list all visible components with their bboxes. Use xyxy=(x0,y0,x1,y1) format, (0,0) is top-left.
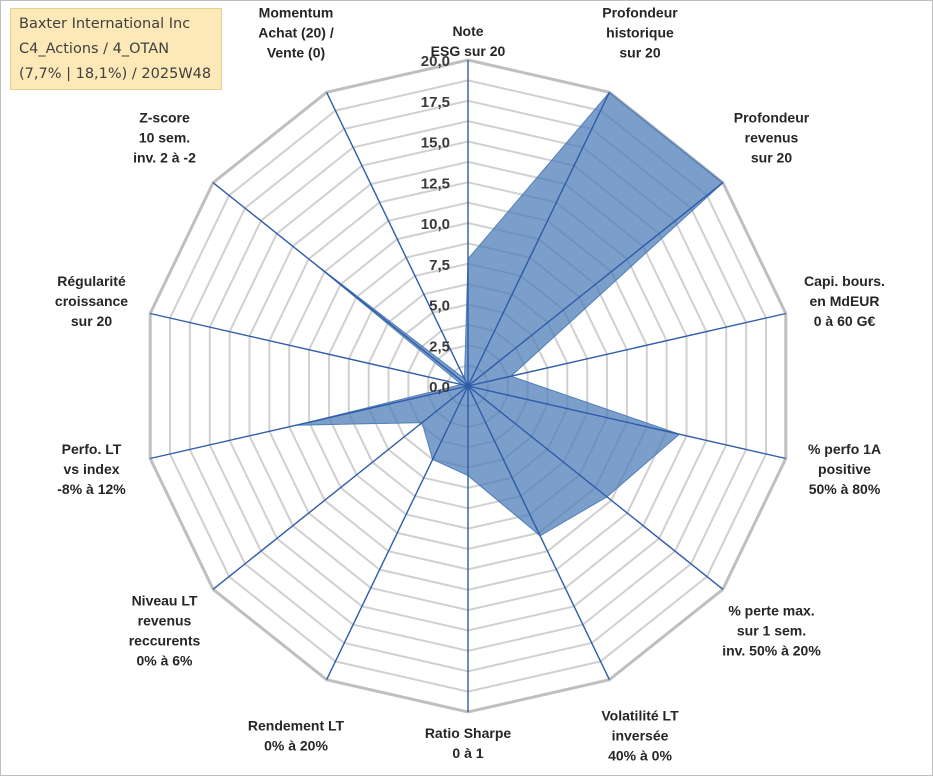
axis-spoke-9 xyxy=(212,385,469,590)
axis-label-6: Volatilité LT inversée 40% à 0% xyxy=(601,708,679,764)
tick-label: 0,0 xyxy=(429,379,450,396)
axis-label-11: Régularité croissance sur 20 xyxy=(55,273,128,329)
axis-label-8: Rendement LT 0% à 20% xyxy=(248,718,345,754)
axis-label-line: Rendement LT xyxy=(248,718,345,734)
series-area xyxy=(296,91,724,537)
axis-label-10: Perfo. LT vs index -8% à 12% xyxy=(57,441,126,497)
axis-spoke-3 xyxy=(467,312,786,387)
axis-label-line: % perte max. xyxy=(728,603,814,619)
axis-label-line: Momentum xyxy=(259,4,334,20)
axis-label-line: ESG sur 20 xyxy=(431,43,506,59)
tick-label: 2,5 xyxy=(429,338,450,355)
axis-label-line: sur 20 xyxy=(751,149,792,165)
axis-label-line: revenus xyxy=(138,613,192,629)
axis-label-line: inv. 2 à -2 xyxy=(133,149,196,165)
axis-label-line: Vente (0) xyxy=(267,44,325,60)
axis-spoke-5 xyxy=(467,385,724,590)
axis-label-line: % perfo 1A xyxy=(808,441,881,457)
axis-label-12: Z-score 10 sem. inv. 2 à -2 xyxy=(133,109,196,165)
axis-spoke-12 xyxy=(212,182,469,387)
axis-label-line: 50% à 80% xyxy=(809,481,881,497)
axis-spoke-8 xyxy=(325,385,469,681)
axis-label-3: Capi. bours. en MdEUR 0 à 60 G€ xyxy=(804,273,885,329)
info-line-portfolio: C4_Actions / 4_OTAN xyxy=(19,41,170,57)
axis-label-line: 0 à 1 xyxy=(452,745,483,761)
tick-label: 15,0 xyxy=(421,135,450,152)
info-box: Baxter International Inc C4_Actions / 4_… xyxy=(10,8,222,90)
axis-label-line: Profondeur xyxy=(602,4,678,20)
tick-label: 12,5 xyxy=(421,175,450,192)
axis-label-line: en MdEUR xyxy=(810,293,880,309)
axis-label-line: Régularité xyxy=(57,273,126,289)
axis-label-line: Ratio Sharpe xyxy=(425,725,512,741)
axis-label-line: Note xyxy=(452,23,483,39)
tick-label: 7,5 xyxy=(429,257,450,274)
axis-label-line: positive xyxy=(818,461,871,477)
axis-label-1: Profondeur historique sur 20 xyxy=(602,4,678,60)
axis-label-line: Achat (20) / xyxy=(258,24,334,40)
axis-label-line: croissance xyxy=(55,293,128,309)
tick-label: 10,0 xyxy=(421,216,450,233)
axis-label-line: Profondeur xyxy=(734,109,810,125)
axis-label-line: inversée xyxy=(612,728,669,744)
axis-label-line: vs index xyxy=(63,461,119,477)
axis-label-line: 40% à 0% xyxy=(608,748,672,764)
axis-label-line: sur 20 xyxy=(619,44,660,60)
axis-label-4: % perfo 1A positive 50% à 80% xyxy=(808,441,881,497)
axis-spoke-11 xyxy=(150,312,469,387)
axis-label-0: Note ESG sur 20 xyxy=(431,23,506,59)
tick-label: 20,0 xyxy=(421,53,450,70)
axis-label-line: Niveau LT xyxy=(132,593,198,609)
axis-label-line: reccurents xyxy=(129,633,201,649)
axis-spoke-10 xyxy=(150,385,469,460)
axis-spoke-6 xyxy=(467,385,611,681)
axis-spoke-13 xyxy=(325,91,469,387)
axis-label-line: sur 20 xyxy=(71,313,112,329)
axis-label-line: Perfo. LT xyxy=(62,441,122,457)
axis-label-line: Capi. bours. xyxy=(804,273,885,289)
info-line-company: Baxter International Inc xyxy=(19,16,191,32)
axis-label-line: -8% à 12% xyxy=(57,481,126,497)
axis-label-line: inv. 50% à 20% xyxy=(722,643,821,659)
axis-label-line: Z-score xyxy=(139,109,190,125)
tick-label: 5,0 xyxy=(429,298,450,315)
axis-label-line: 0% à 20% xyxy=(264,738,328,754)
axis-spoke-2 xyxy=(467,182,724,387)
axis-label-line: 10 sem. xyxy=(139,129,190,145)
axis-label-5: % perte max. sur 1 sem. inv. 50% à 20% xyxy=(722,603,821,659)
axis-label-line: 0% à 6% xyxy=(136,653,193,669)
axis-spoke-4 xyxy=(467,385,786,460)
axis-label-line: 0 à 60 G€ xyxy=(814,313,876,329)
axis-label-line: revenus xyxy=(745,129,799,145)
axis-label-13: Momentum Achat (20) / Vente (0) xyxy=(258,4,334,60)
axis-spoke-1 xyxy=(467,91,611,387)
axis-label-9: Niveau LT revenus reccurents 0% à 6% xyxy=(129,593,201,669)
axis-label-line: historique xyxy=(606,24,674,40)
tick-label: 17,5 xyxy=(421,94,450,111)
axis-label-7: Ratio Sharpe 0 à 1 xyxy=(425,725,512,761)
axis-label-line: Volatilité LT xyxy=(601,708,679,724)
axis-label-line: sur 1 sem. xyxy=(737,623,806,639)
axis-label-2: Profondeur revenus sur 20 xyxy=(734,109,810,165)
info-line-stats: (7,7% | 18,1%) / 2025W48 xyxy=(19,66,212,82)
